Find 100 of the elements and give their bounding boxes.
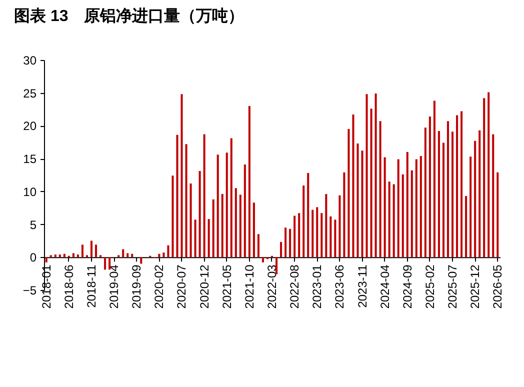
bar bbox=[248, 106, 250, 258]
x-tick-label: 2025-07 bbox=[446, 264, 460, 309]
y-tick-label: 5 bbox=[30, 218, 37, 232]
x-tick-label: 2022-08 bbox=[288, 264, 302, 309]
bar bbox=[221, 194, 224, 258]
bar bbox=[216, 154, 219, 258]
bar bbox=[348, 129, 350, 258]
bar bbox=[496, 172, 499, 258]
bar bbox=[374, 94, 377, 258]
x-tick-label: 2020-02 bbox=[152, 264, 166, 309]
bar bbox=[122, 249, 124, 258]
x-tick-label: 2021-05 bbox=[220, 264, 234, 309]
x-tick-label: 2019-04 bbox=[107, 264, 122, 309]
x-tick-label: 2026-05 bbox=[490, 264, 505, 309]
bar bbox=[366, 94, 368, 258]
bar bbox=[90, 240, 93, 258]
bar bbox=[312, 210, 314, 258]
y-tick-label: 0 bbox=[30, 250, 37, 265]
bar bbox=[384, 157, 386, 258]
bar bbox=[72, 253, 74, 258]
bar bbox=[172, 176, 174, 258]
bar bbox=[415, 159, 418, 258]
bar bbox=[446, 121, 450, 258]
bar bbox=[478, 130, 481, 258]
bar bbox=[302, 186, 305, 258]
bar bbox=[334, 220, 336, 258]
x-tick-label: 2024-04 bbox=[378, 264, 392, 309]
bar bbox=[284, 228, 287, 258]
bar bbox=[208, 219, 210, 258]
bar bbox=[428, 116, 431, 258]
bar bbox=[239, 194, 242, 258]
bar bbox=[397, 159, 400, 258]
bar bbox=[451, 132, 454, 258]
bar bbox=[212, 199, 214, 258]
bar bbox=[140, 257, 142, 264]
bar bbox=[406, 152, 408, 258]
bar bbox=[465, 196, 468, 258]
x-tick-label: 2023-01 bbox=[310, 264, 324, 309]
bar bbox=[176, 134, 178, 258]
x-tick-label: 2020-07 bbox=[174, 264, 189, 309]
x-tick-label: 2018-06 bbox=[62, 264, 76, 309]
bar bbox=[76, 254, 79, 258]
bar bbox=[280, 242, 282, 258]
bar bbox=[289, 228, 292, 258]
bar bbox=[244, 164, 246, 258]
bar bbox=[203, 134, 206, 258]
bar bbox=[492, 134, 494, 258]
bar bbox=[420, 156, 422, 258]
bar bbox=[230, 138, 232, 258]
x-tick-label: 2020-12 bbox=[197, 264, 212, 309]
bar bbox=[226, 152, 228, 258]
y-tick-label: 25 bbox=[23, 86, 37, 100]
y-tick-label: 10 bbox=[23, 184, 37, 199]
bar bbox=[108, 257, 111, 270]
bar bbox=[460, 111, 463, 258]
x-tick-label: 2021-10 bbox=[242, 264, 256, 309]
bar bbox=[392, 184, 395, 258]
x-tick-label: 2025-12 bbox=[468, 264, 482, 309]
bar bbox=[298, 213, 300, 258]
y-tick-label: 20 bbox=[23, 119, 37, 134]
bar bbox=[356, 143, 359, 258]
bar bbox=[488, 92, 490, 258]
bar bbox=[370, 108, 372, 258]
bar bbox=[307, 173, 310, 258]
bar bbox=[316, 207, 318, 258]
bar bbox=[194, 220, 196, 258]
x-tick-label: 2019-09 bbox=[130, 264, 144, 309]
bar bbox=[94, 244, 98, 258]
bar bbox=[330, 216, 332, 258]
bar bbox=[438, 130, 440, 258]
bar bbox=[167, 245, 170, 258]
bar bbox=[294, 216, 296, 258]
bar bbox=[410, 170, 413, 258]
bar bbox=[162, 252, 165, 258]
x-tick-label: 2018-11 bbox=[84, 264, 98, 308]
bar bbox=[474, 140, 476, 258]
bar bbox=[234, 188, 237, 258]
bar bbox=[402, 174, 404, 258]
bar bbox=[424, 128, 426, 258]
chart-title: 图表 13 原铝净进口量（万吨） bbox=[14, 7, 244, 25]
bar bbox=[352, 114, 354, 258]
bar bbox=[470, 156, 472, 258]
bar bbox=[456, 115, 458, 258]
bar bbox=[388, 182, 390, 258]
bar bbox=[252, 202, 255, 258]
bar bbox=[54, 254, 56, 258]
bar bbox=[379, 121, 382, 258]
bar bbox=[190, 184, 192, 258]
bar bbox=[257, 234, 260, 258]
bar bbox=[338, 195, 341, 258]
bar bbox=[262, 257, 264, 262]
bar bbox=[58, 254, 61, 258]
y-tick-label: 30 bbox=[23, 54, 37, 68]
bar bbox=[320, 213, 323, 258]
y-tick-label: −5 bbox=[22, 284, 37, 298]
x-tick-label: 2023-06 bbox=[332, 264, 347, 309]
bar bbox=[185, 144, 188, 258]
bar bbox=[275, 257, 278, 274]
bar bbox=[180, 94, 183, 258]
bar bbox=[343, 172, 346, 258]
